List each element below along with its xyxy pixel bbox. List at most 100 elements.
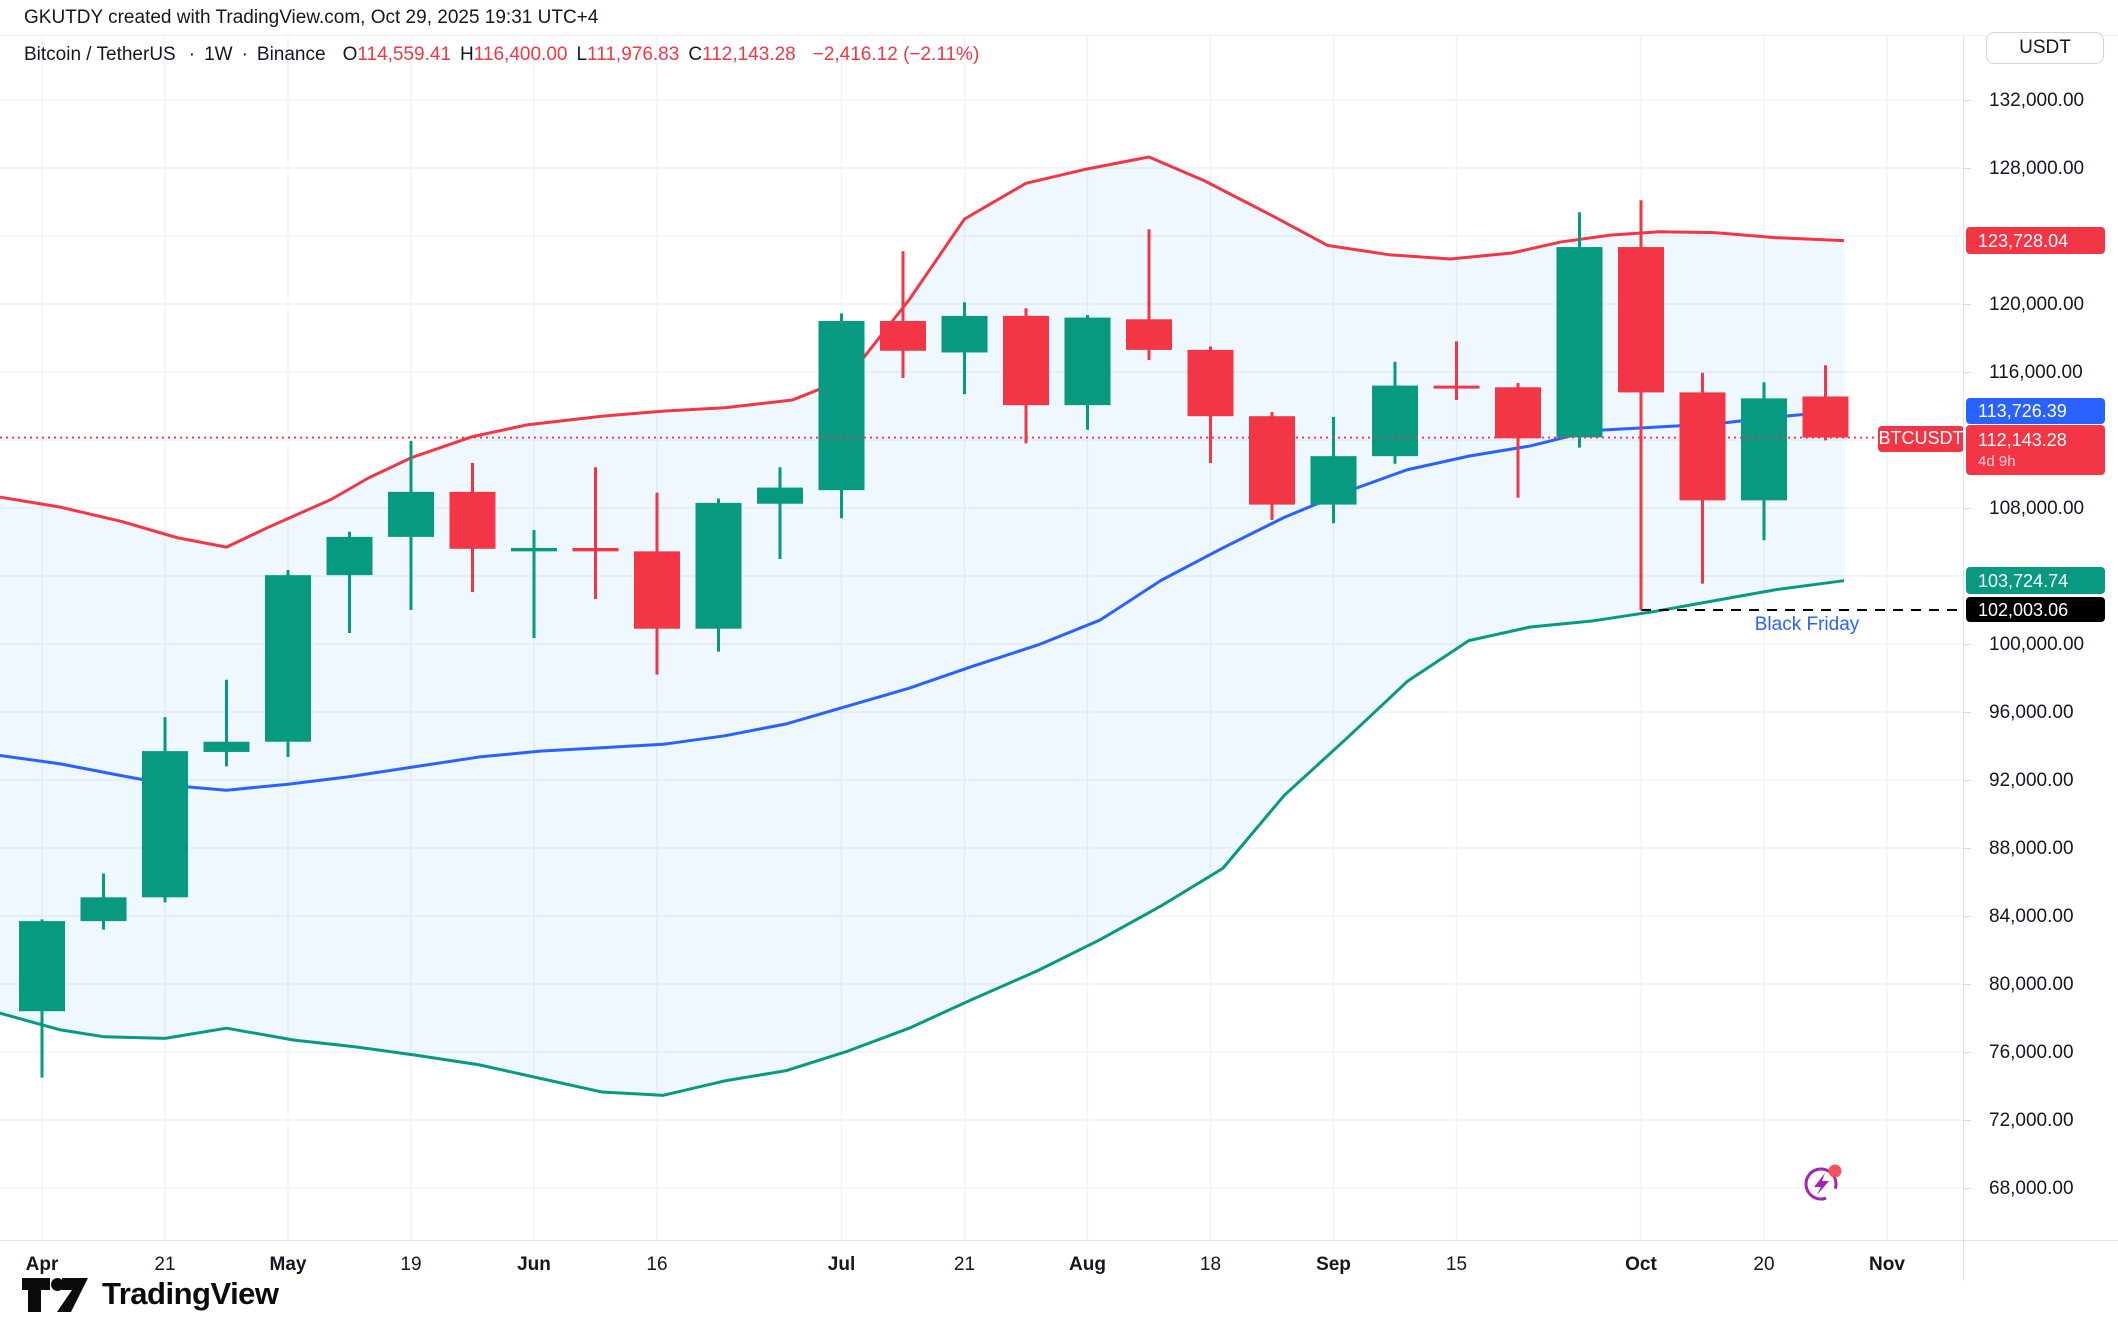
price-axis-border xyxy=(1963,35,1964,1281)
price-axis-tick xyxy=(1963,644,1971,645)
candle-body-oct-20 xyxy=(1741,398,1787,501)
price-axis-label: 100,000.00 xyxy=(1989,634,2085,655)
black-friday-annotation[interactable]: Black Friday xyxy=(1754,614,1860,635)
candle-body-jun-2 xyxy=(511,547,557,552)
price-axis-tick xyxy=(1963,712,1971,713)
candle-body-apr-14 xyxy=(80,897,127,922)
price-axis-label: 84,000.00 xyxy=(1989,906,2074,927)
price-axis-label: 88,000.00 xyxy=(1989,838,2074,859)
price-axis-tick xyxy=(1963,100,1971,101)
footer-brand[interactable]: TradingView xyxy=(22,1272,279,1316)
price-axis-label: 132,000.00 xyxy=(1989,90,2085,111)
price-axis-tick xyxy=(1963,304,1971,305)
symbol-price-flag: BTCUSDT xyxy=(1878,425,1964,452)
time-axis-label-jun: Jun xyxy=(517,1254,551,1275)
time-axis-label-18: 18 xyxy=(1199,1254,1222,1275)
time-axis-label-19: 19 xyxy=(400,1254,422,1275)
candle-body-jun-30 xyxy=(757,487,803,504)
candle-body-aug-25 xyxy=(1249,416,1295,505)
candle-body-aug-4 xyxy=(1064,317,1111,406)
candle-body-oct-13 xyxy=(1679,392,1726,501)
candle-body-sep-29 xyxy=(1556,247,1603,438)
price-axis-tick xyxy=(1963,916,1971,917)
price-axis-tick xyxy=(1963,1120,1971,1121)
candle-body-jun-23 xyxy=(695,502,742,629)
price-axis-tick xyxy=(1963,780,1971,781)
currency-toggle-button[interactable]: USDT xyxy=(1986,32,2104,64)
brand-name: TradingView xyxy=(102,1276,279,1311)
candle-body-apr-7 xyxy=(19,921,65,1012)
bb-lower-tag: 103,724.74 xyxy=(1966,567,2105,595)
legend-separator-2: · xyxy=(241,44,248,65)
price-axis-label: 116,000.00 xyxy=(1989,362,2083,383)
ohlc-close: C112,143.28 xyxy=(688,44,796,65)
price-change: −2,416.12 (−2.11%) xyxy=(812,44,980,65)
price-axis-tick xyxy=(1963,508,1971,509)
bollinger-lower-line xyxy=(0,579,1845,1097)
price-axis-tick xyxy=(1963,168,1971,169)
time-axis[interactable]: Apr 21 May 19 Jun 16 Jul 21 Aug 18 Sep 15 Oct 20 Nov xyxy=(0,1240,2118,1284)
bollinger-basis-line xyxy=(0,409,1845,792)
time-axis-label-apr: Apr xyxy=(25,1254,59,1275)
time-axis-label-21: 21 xyxy=(953,1254,976,1275)
candle-body-sep-15 xyxy=(1433,385,1480,389)
price-axis-label: 96,000.00 xyxy=(1989,702,2074,723)
bb-basis-tag: 113,726.39 xyxy=(1966,397,2105,424)
price-axis-tick xyxy=(1963,1188,1971,1189)
price-axis-label: 76,000.00 xyxy=(1989,1042,2074,1063)
candle-body-oct-27 xyxy=(1802,396,1849,438)
candle-body-aug-18 xyxy=(1187,349,1234,417)
price-axis-label: 120,000.00 xyxy=(1989,294,2085,315)
time-axis-label-jul: Jul xyxy=(827,1254,856,1275)
candle-body-jul-28 xyxy=(1003,315,1049,406)
ohlc-high: H116,400.00 xyxy=(460,44,568,65)
price-axis-label: 92,000.00 xyxy=(1989,770,2074,791)
time-axis-label-15: 15 xyxy=(1445,1254,1468,1275)
candle-body-jul-21 xyxy=(941,315,988,353)
candle-body-aug-11 xyxy=(1126,319,1172,350)
bb-upper-tag: 123,728.04 xyxy=(1966,227,2105,255)
symbol-legend[interactable]: Bitcoin / TetherUS · 1W · Binance O114,5… xyxy=(24,44,979,66)
price-axis-label: 128,000.00 xyxy=(1989,158,2085,179)
candle-body-jun-16 xyxy=(634,551,680,629)
attribution-text: GKUTDY created with TradingView.com, Oct… xyxy=(24,7,599,28)
candle-body-sep-8 xyxy=(1372,385,1418,457)
candle-countdown: 4d 9h xyxy=(1978,452,2016,470)
time-axis-label-may: May xyxy=(269,1254,307,1275)
price-axis-tick xyxy=(1963,848,1971,849)
price-axis-label: 68,000.00 xyxy=(1989,1178,2074,1199)
chart-canvas[interactable] xyxy=(0,0,1963,1246)
candle-body-jul-7 xyxy=(818,321,865,491)
time-axis-label-oct: Oct xyxy=(1625,1254,1657,1275)
last-price-tag: 112,143.28 4d 9h xyxy=(1966,424,2105,475)
time-axis-label-21: 21 xyxy=(154,1254,176,1275)
price-axis-label: 108,000.00 xyxy=(1989,498,2085,519)
candle-body-may-26 xyxy=(449,491,496,549)
candle-body-apr-21 xyxy=(142,751,188,898)
interval-label[interactable]: 1W xyxy=(204,44,233,65)
price-axis-tick xyxy=(1963,372,1971,373)
exchange-label: Binance xyxy=(256,44,326,65)
price-axis-tick xyxy=(1963,984,1971,985)
ohlc-low: L111,976.83 xyxy=(576,44,680,65)
tradingview-logo-icon xyxy=(22,1278,88,1312)
candle-body-jun-9 xyxy=(572,547,619,552)
time-axis-label-sep: Sep xyxy=(1316,1254,1351,1275)
ohlc-open: O114,559.41 xyxy=(342,44,452,65)
candle-body-jul-14 xyxy=(880,321,926,351)
candle-body-sep-1 xyxy=(1310,456,1357,505)
time-axis-border xyxy=(0,1240,2118,1241)
time-axis-label-20: 20 xyxy=(1753,1254,1775,1275)
candle-body-may-5 xyxy=(265,575,311,742)
candle-body-sep-22 xyxy=(1495,387,1541,439)
time-axis-label-nov: Nov xyxy=(1869,1254,1905,1275)
symbol-name[interactable]: Bitcoin / TetherUS xyxy=(24,44,176,65)
time-axis-label-16: 16 xyxy=(646,1254,668,1275)
flash-events-icon[interactable] xyxy=(1801,1160,1845,1204)
level-tag: 102,003.06 xyxy=(1966,597,2105,623)
candle-body-may-12 xyxy=(326,536,373,576)
legend-separator-1: · xyxy=(188,44,196,65)
attribution-bar: GKUTDY created with TradingView.com, Oct… xyxy=(0,0,2118,36)
candle-body-apr-28 xyxy=(203,741,250,752)
price-axis-tick xyxy=(1963,1052,1971,1053)
